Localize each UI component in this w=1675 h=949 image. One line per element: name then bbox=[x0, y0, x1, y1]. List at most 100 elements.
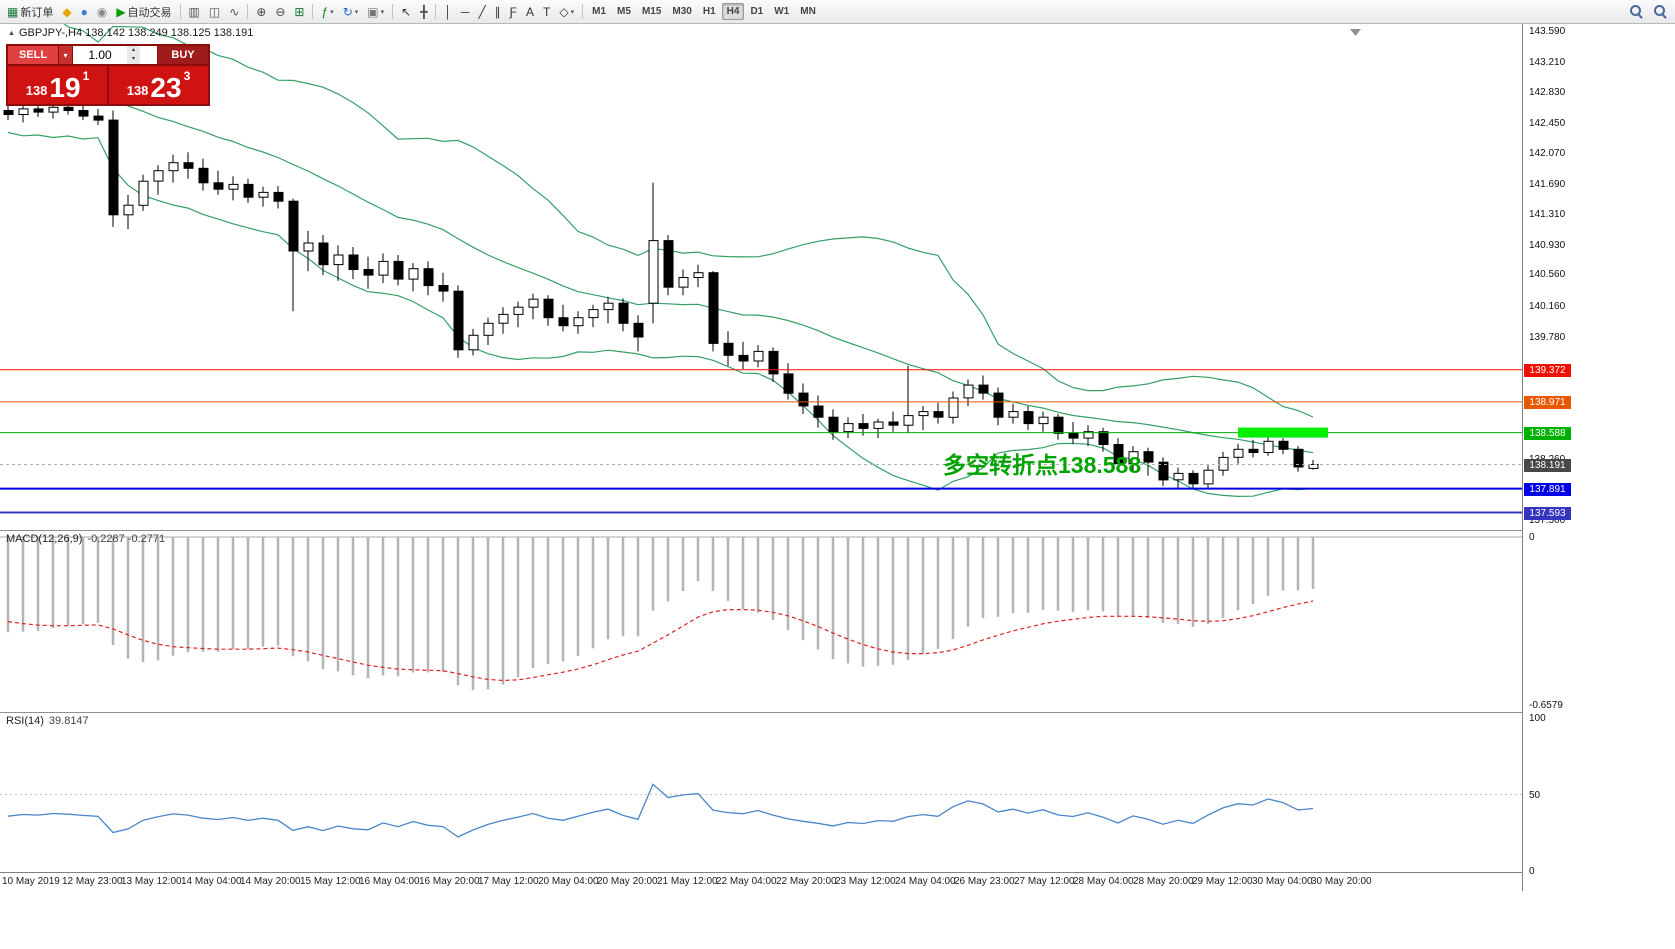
volume-input[interactable] bbox=[73, 46, 127, 64]
text-icon: A bbox=[526, 4, 535, 19]
templates-button[interactable]: ▣ ▾ bbox=[363, 1, 388, 23]
tile-windows-button[interactable]: ⊞ bbox=[290, 1, 308, 23]
autotrade-button[interactable]: ▶ 自动交易 bbox=[116, 4, 172, 19]
shapes-icon: ◇ bbox=[559, 4, 569, 19]
chart-annotation-text[interactable]: 多空转折点138.588 bbox=[943, 452, 1142, 478]
timeframe-h1[interactable]: H1 bbox=[702, 6, 716, 17]
news-icon: ◉ bbox=[96, 4, 108, 19]
label-button[interactable]: T bbox=[539, 1, 554, 23]
timeframe-h4[interactable]: H4 bbox=[721, 3, 745, 20]
macd-panel-canvas[interactable] bbox=[0, 531, 1522, 712]
dropdown-caret-icon: ▾ bbox=[380, 8, 385, 16]
chart-search-button[interactable] bbox=[1649, 1, 1672, 23]
profile-button[interactable]: ● bbox=[77, 1, 92, 23]
periods-button[interactable]: ↻ ▾ bbox=[339, 1, 363, 23]
macd-values: -0.2287 -0.2771 bbox=[87, 533, 166, 545]
buy-price-button[interactable]: 138 23 3 bbox=[109, 66, 208, 104]
buy-button[interactable]: BUY bbox=[158, 46, 208, 64]
time-axis-label: 14 May 20:00 bbox=[240, 876, 301, 887]
timeframe-m5[interactable]: M5 bbox=[617, 6, 631, 17]
zoom-in-button[interactable]: ⊕ bbox=[252, 1, 270, 23]
time-axis-label: 29 May 12:00 bbox=[1192, 876, 1253, 887]
time-axis-label: 12 May 23:00 bbox=[62, 876, 123, 887]
time-axis-label: 21 May 12:00 bbox=[657, 876, 718, 887]
macd-label: MACD(12,26,9) -0.2287 -0.2771 bbox=[6, 533, 165, 545]
timeframe-w1[interactable]: W1 bbox=[774, 6, 790, 17]
rsi-label: RSI(14) 39.8147 bbox=[6, 715, 89, 727]
price-tag: 138.588 bbox=[1524, 427, 1571, 440]
price-tag: 139.372 bbox=[1524, 364, 1571, 377]
line-chart-button[interactable]: ∿ bbox=[225, 1, 243, 23]
bid-price-main: 138 bbox=[25, 83, 48, 98]
dropdown-caret-icon: ▾ bbox=[354, 8, 359, 16]
text-button[interactable]: A bbox=[522, 1, 538, 23]
mql5-button[interactable]: ◆ bbox=[58, 1, 75, 23]
timeframe-mn[interactable]: MN bbox=[800, 6, 816, 17]
cursor-button[interactable]: ↖ bbox=[397, 1, 415, 23]
dropdown-caret-icon: ▾ bbox=[330, 8, 334, 16]
trade-prices-row: 138 19 1 138 23 3 bbox=[8, 66, 208, 104]
crosshair-icon: ╋ bbox=[420, 4, 428, 19]
panel-separator-rsi[interactable] bbox=[0, 712, 1522, 713]
time-axis-label: 20 May 04:00 bbox=[538, 876, 599, 887]
toolbar-separator bbox=[179, 4, 181, 19]
volume-decrease-button[interactable]: ▾ bbox=[131, 56, 135, 62]
macd-scale-label: -0.6579 bbox=[1529, 700, 1563, 711]
chart-area[interactable]: ▲ GBPJPY-,H4 138.142 138.249 138.125 138… bbox=[0, 24, 1675, 949]
fibonacci-button[interactable]: Ƒ bbox=[506, 1, 521, 23]
zoom-out-icon: ⊖ bbox=[275, 4, 286, 19]
crosshair-button[interactable]: ╋ bbox=[416, 1, 431, 23]
time-axis-label: 26 May 23:00 bbox=[954, 876, 1015, 887]
price-tick: 142.450 bbox=[1529, 118, 1566, 129]
timeframe-d1[interactable]: D1 bbox=[750, 6, 764, 17]
time-axis-label: 13 May 12:00 bbox=[121, 876, 182, 887]
timeframe-m30[interactable]: M30 bbox=[672, 6, 692, 17]
shapes-button[interactable]: ◇ ▾ bbox=[555, 1, 578, 23]
price-tick: 140.160 bbox=[1529, 301, 1566, 312]
time-axis-label: 28 May 20:00 bbox=[1133, 876, 1194, 887]
trendline-button[interactable]: ╱ bbox=[474, 1, 489, 23]
new-order-icon: ▦ bbox=[7, 4, 19, 19]
vertical-line-button[interactable]: │ bbox=[440, 1, 456, 23]
magnifier-icon bbox=[1629, 4, 1644, 19]
time-axis-label: 20 May 20:00 bbox=[597, 876, 658, 887]
price-scale[interactable]: 143.590 143.210 142.830 142.450 142.070 141.6… bbox=[1522, 24, 1675, 891]
panel-separator-macd[interactable] bbox=[0, 530, 1522, 531]
rsi-panel-canvas[interactable] bbox=[0, 713, 1522, 872]
bar-chart-icon: ▥ bbox=[188, 4, 200, 19]
channel-button[interactable]: ∥ bbox=[491, 1, 505, 23]
horizontal-line-button[interactable]: ─ bbox=[457, 1, 474, 23]
toolbar-separator bbox=[392, 4, 394, 19]
fibonacci-icon: Ƒ bbox=[509, 4, 518, 19]
time-axis[interactable]: 10 May 2019 12 May 23:00 13 May 12:00 14 Ma… bbox=[0, 872, 1522, 891]
price-tick: 140.930 bbox=[1529, 240, 1566, 251]
zoom-in-icon: ⊕ bbox=[256, 4, 267, 19]
timeframe-m1[interactable]: M1 bbox=[592, 6, 607, 17]
trade-controls-row: SELL ▾ ▴ ▾ BUY bbox=[8, 46, 208, 64]
time-axis-label: 10 May 2019 bbox=[2, 876, 60, 887]
volume-increase-button[interactable]: ▴ bbox=[131, 47, 135, 53]
macd-scale-label: 0 bbox=[1529, 532, 1535, 543]
indicators-button[interactable]: ƒ ▾ bbox=[317, 1, 337, 23]
bar-chart-button[interactable]: ▥ bbox=[185, 1, 204, 23]
candlestick-chart-canvas[interactable] bbox=[0, 24, 1522, 530]
timeframe-m15[interactable]: M15 bbox=[641, 6, 662, 17]
news-button[interactable]: ◉ bbox=[93, 1, 111, 23]
new-order-button[interactable]: ▦ 新订单 bbox=[7, 4, 54, 19]
profile-icon: ● bbox=[80, 4, 88, 19]
time-axis-label: 16 May 20:00 bbox=[419, 876, 480, 887]
price-tick: 137.500 bbox=[1529, 515, 1566, 526]
sell-dropdown-button[interactable]: ▾ bbox=[59, 46, 72, 64]
vertical-line-icon: │ bbox=[444, 4, 452, 19]
sell-price-button[interactable]: 138 19 1 bbox=[8, 66, 107, 104]
symbol-search-button[interactable] bbox=[1625, 1, 1648, 23]
candlestick-chart-button[interactable]: ◫ bbox=[205, 1, 224, 23]
dropdown-caret-icon: ▾ bbox=[570, 8, 575, 16]
price-tick: 141.690 bbox=[1529, 179, 1566, 190]
sell-button[interactable]: SELL bbox=[8, 46, 58, 64]
time-axis-label: 14 May 04:00 bbox=[181, 876, 242, 887]
ask-price-big: 23 bbox=[150, 72, 182, 103]
time-axis-label: 23 May 12:00 bbox=[835, 876, 896, 887]
zoom-out-button[interactable]: ⊖ bbox=[271, 1, 289, 23]
symbol-icon: ▲ bbox=[8, 29, 15, 37]
